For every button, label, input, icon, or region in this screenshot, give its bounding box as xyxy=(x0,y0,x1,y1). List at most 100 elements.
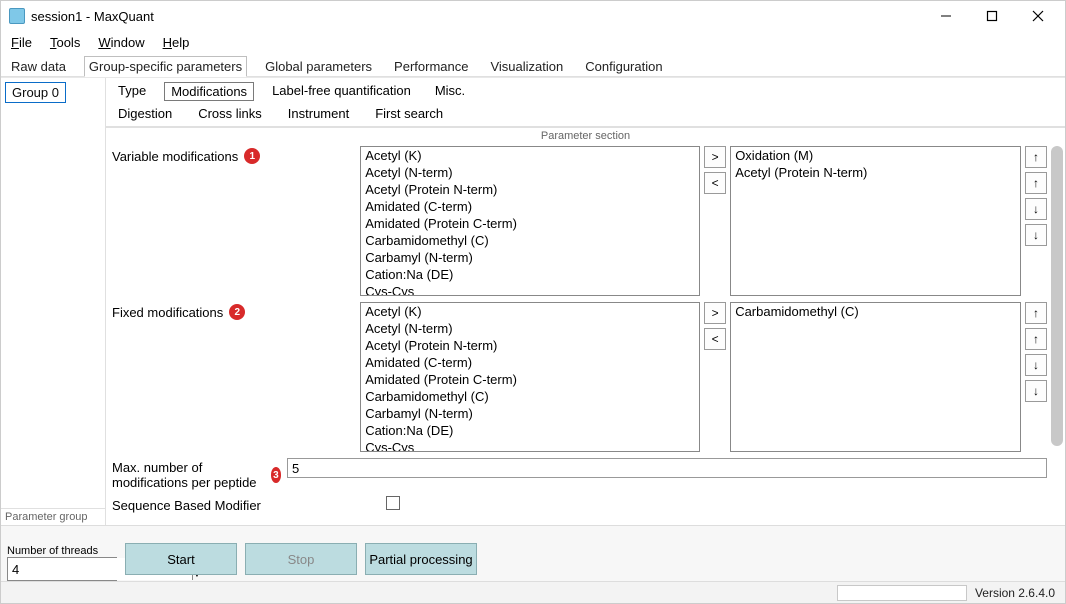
parameter-group-label: Parameter group xyxy=(1,508,105,525)
list-item[interactable]: Cys-Cys xyxy=(361,283,699,296)
tab-visualization[interactable]: Visualization xyxy=(486,57,567,76)
app-icon xyxy=(9,8,25,24)
statusbar: Version 2.6.4.0 xyxy=(1,581,1065,603)
version-label: Version 2.6.4.0 xyxy=(975,586,1055,600)
list-item[interactable]: Carbamyl (N-term) xyxy=(361,405,699,422)
subtab-modifications[interactable]: Modifications xyxy=(164,82,254,101)
row-max-mods: Max. number of modifications per peptide… xyxy=(106,458,1047,492)
list-item[interactable]: Acetyl (Protein N-term) xyxy=(361,337,699,354)
tab-performance[interactable]: Performance xyxy=(390,57,472,76)
status-well xyxy=(837,585,967,601)
list-item[interactable]: Carbamidomethyl (C) xyxy=(361,388,699,405)
subtab-firstsearch[interactable]: First search xyxy=(369,105,449,122)
row-seq-modifier: Sequence Based Modifier xyxy=(106,496,1047,515)
annotation-badge-1: 1 xyxy=(244,148,260,164)
variable-mods-remove-button[interactable]: < xyxy=(704,172,726,194)
minimize-button[interactable] xyxy=(923,1,969,31)
group-0[interactable]: Group 0 xyxy=(5,82,66,103)
list-item[interactable]: Carbamyl (N-term) xyxy=(361,249,699,266)
start-button[interactable]: Start xyxy=(125,543,237,575)
variable-mods-label: Variable modifications xyxy=(112,149,238,164)
section-tabbar-1: Type Modifications Label-free quantifica… xyxy=(106,78,1065,101)
list-item[interactable]: Amidated (Protein C-term) xyxy=(361,215,699,232)
list-item[interactable]: Carbamidomethyl (C) xyxy=(361,232,699,249)
menu-tools[interactable]: Tools xyxy=(50,35,80,50)
menu-help[interactable]: Help xyxy=(163,35,190,50)
menu-window[interactable]: Window xyxy=(98,35,144,50)
list-item[interactable]: Cation:Na (DE) xyxy=(361,266,699,283)
form-scrollbar[interactable] xyxy=(1051,146,1063,446)
annotation-badge-2: 2 xyxy=(229,304,245,320)
subtab-crosslinks[interactable]: Cross links xyxy=(192,105,268,122)
list-item[interactable]: Cys-Cys xyxy=(361,439,699,452)
annotation-badge-3: 3 xyxy=(271,467,281,483)
seq-modifier-checkbox[interactable] xyxy=(386,496,400,510)
tab-configuration[interactable]: Configuration xyxy=(581,57,666,76)
row-fixed-mods: Fixed modifications 2 Acetyl (K)Acetyl (… xyxy=(106,302,1047,452)
fixed-mods-selected-list[interactable]: Carbamidomethyl (C) xyxy=(730,302,1021,452)
list-item[interactable]: Oxidation (M) xyxy=(731,147,1020,164)
parameter-group-pane: Group 0 Parameter group xyxy=(1,78,106,525)
list-item[interactable]: Amidated (C-term) xyxy=(361,354,699,371)
minimize-icon xyxy=(940,10,952,22)
subtab-misc[interactable]: Misc. xyxy=(429,82,471,101)
menu-file[interactable]: File xyxy=(11,35,32,50)
fixed-mods-add-button[interactable]: > xyxy=(704,302,726,324)
variable-mods-down-button[interactable]: ↓ xyxy=(1025,198,1047,220)
threads-spinner[interactable]: ▲ ▼ xyxy=(7,557,117,581)
variable-mods-top-button[interactable]: ↑ xyxy=(1025,146,1047,168)
close-icon xyxy=(1032,10,1044,22)
variable-mods-up-button[interactable]: ↑ xyxy=(1025,172,1047,194)
tab-global[interactable]: Global parameters xyxy=(261,57,376,76)
fixed-mods-top-button[interactable]: ↑ xyxy=(1025,302,1047,324)
tab-raw-data[interactable]: Raw data xyxy=(7,57,70,76)
stop-button[interactable]: Stop xyxy=(245,543,357,575)
section-label: Parameter section xyxy=(106,127,1065,144)
list-item[interactable]: Acetyl (K) xyxy=(361,147,699,164)
list-item[interactable]: Acetyl (Protein N-term) xyxy=(361,181,699,198)
variable-mods-selected-list[interactable]: Oxidation (M)Acetyl (Protein N-term) xyxy=(730,146,1021,296)
fixed-mods-remove-button[interactable]: < xyxy=(704,328,726,350)
variable-mods-transfer: Acetyl (K)Acetyl (N-term)Acetyl (Protein… xyxy=(360,146,1047,296)
tab-group-specific[interactable]: Group-specific parameters xyxy=(84,56,247,77)
threads-label: Number of threads xyxy=(7,545,117,557)
max-mods-label: Max. number of modifications per peptide xyxy=(112,460,265,490)
seq-modifier-label: Sequence Based Modifier xyxy=(112,498,261,513)
content-row: Group 0 Parameter group Type Modificatio… xyxy=(1,77,1065,525)
fixed-mods-transfer: Acetyl (K)Acetyl (N-term)Acetyl (Protein… xyxy=(360,302,1047,452)
bottom-bar: Number of threads ▲ ▼ Start Stop Partial… xyxy=(1,525,1065,581)
menubar: File Tools Window Help xyxy=(1,31,1065,53)
fixed-mods-label: Fixed modifications xyxy=(112,305,223,320)
fixed-mods-available-list[interactable]: Acetyl (K)Acetyl (N-term)Acetyl (Protein… xyxy=(360,302,700,452)
section-tabbar-2: Digestion Cross links Instrument First s… xyxy=(106,101,1065,127)
list-item[interactable]: Amidated (C-term) xyxy=(361,198,699,215)
maximize-button[interactable] xyxy=(969,1,1015,31)
subtab-digestion[interactable]: Digestion xyxy=(112,105,178,122)
subtab-lfq[interactable]: Label-free quantification xyxy=(266,82,417,101)
list-item[interactable]: Acetyl (N-term) xyxy=(361,164,699,181)
titlebar: session1 - MaxQuant xyxy=(1,1,1065,31)
app-window: session1 - MaxQuant File Tools Window He… xyxy=(0,0,1066,604)
window-title: session1 - MaxQuant xyxy=(31,9,154,24)
max-mods-input[interactable] xyxy=(287,458,1047,478)
maximize-icon xyxy=(986,10,998,22)
list-item[interactable]: Acetyl (K) xyxy=(361,303,699,320)
list-item[interactable]: Amidated (Protein C-term) xyxy=(361,371,699,388)
list-item[interactable]: Acetyl (Protein N-term) xyxy=(731,164,1020,181)
parameter-section-pane: Type Modifications Label-free quantifica… xyxy=(106,78,1065,525)
subtab-instrument[interactable]: Instrument xyxy=(282,105,355,122)
form-area: Variable modifications 1 Acetyl (K)Acety… xyxy=(106,144,1065,525)
fixed-mods-down-button[interactable]: ↓ xyxy=(1025,354,1047,376)
subtab-type[interactable]: Type xyxy=(112,82,152,101)
list-item[interactable]: Carbamidomethyl (C) xyxy=(731,303,1020,320)
fixed-mods-up-button[interactable]: ↑ xyxy=(1025,328,1047,350)
row-variable-mods: Variable modifications 1 Acetyl (K)Acety… xyxy=(106,146,1047,296)
variable-mods-available-list[interactable]: Acetyl (K)Acetyl (N-term)Acetyl (Protein… xyxy=(360,146,700,296)
list-item[interactable]: Cation:Na (DE) xyxy=(361,422,699,439)
close-button[interactable] xyxy=(1015,1,1061,31)
partial-processing-button[interactable]: Partial processing xyxy=(365,543,477,575)
variable-mods-bottom-button[interactable]: ↓ xyxy=(1025,224,1047,246)
variable-mods-add-button[interactable]: > xyxy=(704,146,726,168)
list-item[interactable]: Acetyl (N-term) xyxy=(361,320,699,337)
fixed-mods-bottom-button[interactable]: ↓ xyxy=(1025,380,1047,402)
